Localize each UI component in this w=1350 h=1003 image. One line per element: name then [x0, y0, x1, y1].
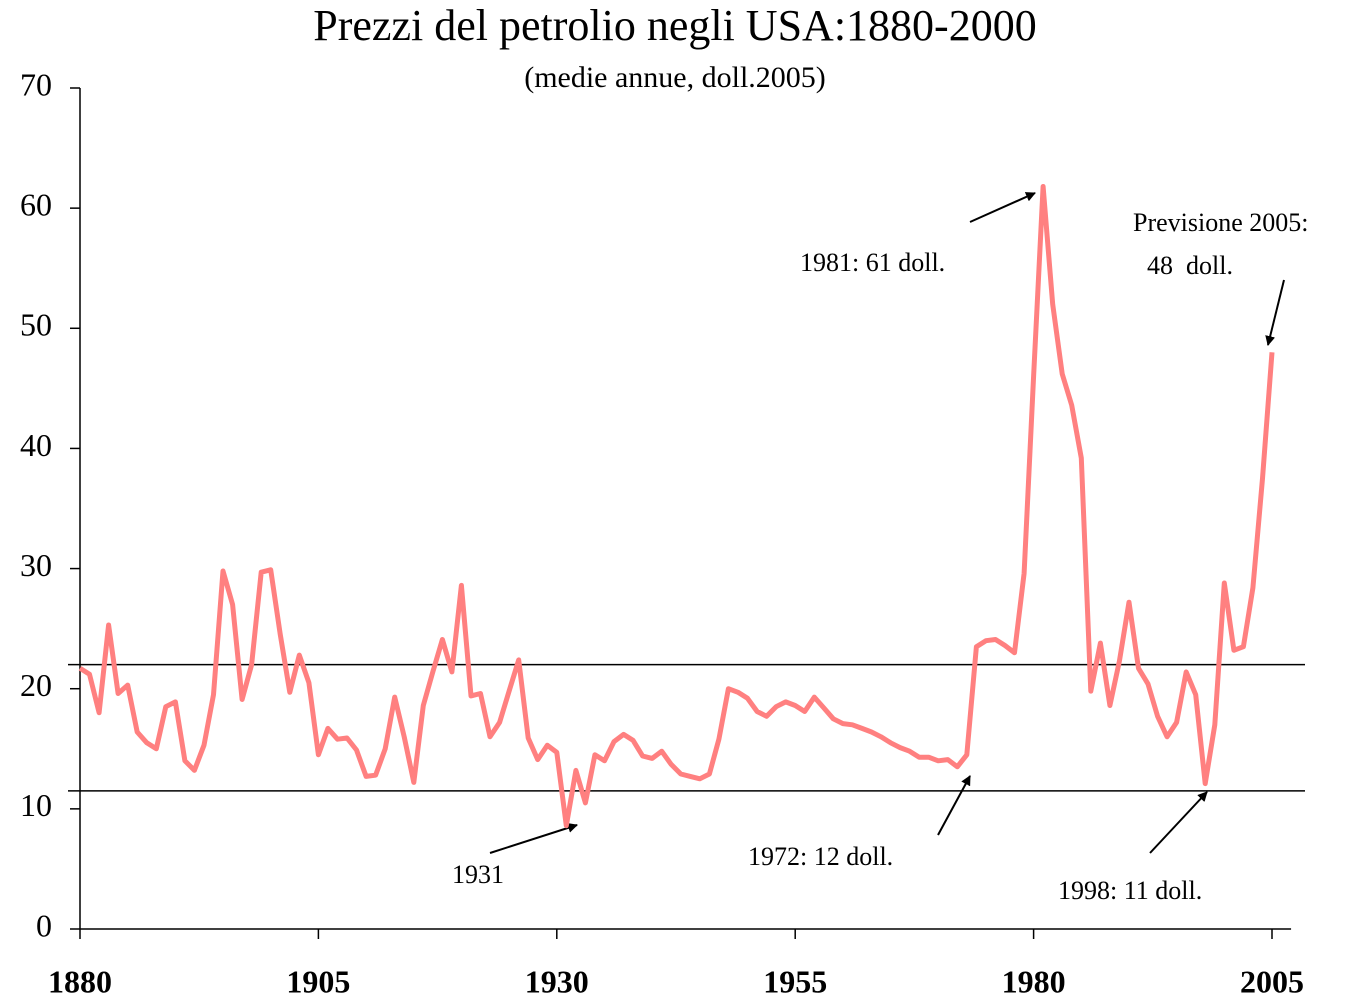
- x-tick-label: 2005: [1240, 963, 1304, 999]
- annotation: 1998: 11 doll.: [1058, 876, 1202, 905]
- chart-title: Prezzi del petrolio negli USA:1880-2000: [313, 1, 1036, 50]
- x-tick-label: 1905: [286, 963, 350, 999]
- arrow: [969, 192, 1036, 223]
- annotation: 1981: 61 doll.: [800, 248, 945, 277]
- x-tick-label: 1930: [525, 963, 589, 999]
- data-line: [78, 184, 1275, 829]
- y-tick-label: 70: [20, 66, 52, 102]
- annotation: 1972: 12 doll.: [748, 842, 893, 871]
- y-tick-label: 50: [20, 307, 52, 343]
- y-tick-label: 0: [36, 907, 52, 943]
- annotation: 1931: [452, 860, 504, 889]
- y-tick-label: 30: [20, 547, 52, 583]
- annotation: 48 doll.: [1147, 251, 1233, 280]
- arrow: [937, 775, 971, 836]
- x-tick-label: 1955: [763, 963, 827, 999]
- arrow: [1149, 791, 1208, 854]
- arrows: [489, 192, 1285, 854]
- y-tick-label: 10: [20, 787, 52, 823]
- y-tick-label: 60: [20, 186, 52, 222]
- x-tick-label: 1980: [1002, 963, 1066, 999]
- x-tick-label: 1880: [48, 963, 112, 999]
- y-tick-label: 40: [20, 427, 52, 463]
- chart-subtitle: (medie annue, doll.2005): [524, 61, 826, 94]
- arrow: [1265, 279, 1285, 346]
- arrow: [489, 822, 578, 854]
- y-tick-label: 20: [20, 667, 52, 703]
- annotation: Previsione 2005:: [1133, 208, 1309, 237]
